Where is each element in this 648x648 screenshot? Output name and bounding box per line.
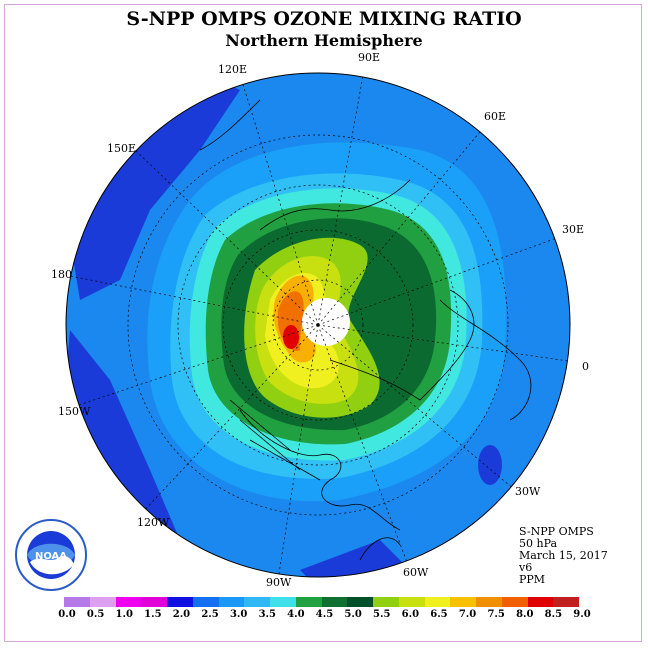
colorbar-swatch: [476, 597, 502, 607]
map-subtitle: Northern Hemisphere: [225, 31, 423, 50]
colorbar-ticks: 0.0 0.5 1.0 1.5 2.0 2.5 3.0 3.5 4.0 4.5 5.0 5.5 6.0 6…: [0, 609, 648, 623]
colorbar-swatch: [244, 597, 270, 607]
noaa-logo: NOAA: [15, 519, 87, 591]
lon-label-90e: 90E: [358, 51, 380, 64]
colorbar-swatch: [347, 597, 373, 607]
colorbar-swatch: [398, 597, 425, 607]
lon-label-180: 180: [51, 268, 72, 281]
ozone-band-2-0: [478, 445, 502, 485]
colorbar-swatch: [270, 597, 296, 607]
colorbar-tick-label: 7.0: [458, 609, 477, 620]
colorbar-tick-label: 4.5: [315, 609, 334, 620]
info-satellite: S-NPP OMPS: [519, 525, 594, 538]
info-version: v6: [519, 561, 533, 574]
colorbar-tick-label: 3.5: [258, 609, 276, 620]
lon-label-60e: 60E: [484, 110, 506, 123]
colorbar-swatch: [373, 597, 399, 607]
colorbar-tick-label: 0.5: [86, 609, 105, 620]
colorbar-tick-label: 2.5: [201, 609, 219, 620]
colorbar-tick-label: 5.5: [373, 609, 391, 620]
colorbar-tick-label: 0.0: [58, 609, 76, 620]
info-pressure: 50 hPa: [519, 537, 558, 550]
lon-label-120w: 120W: [137, 516, 170, 529]
lon-label-120e: 120E: [218, 63, 247, 76]
latitude-circles: [127, 134, 509, 516]
colorbar-swatch: [115, 597, 142, 607]
colorbar-swatch: [167, 597, 193, 607]
ozone-band-8-0: [283, 325, 299, 349]
colorbar-swatch: [501, 597, 528, 607]
colorbar-swatch: [450, 597, 476, 607]
colorbar-tick-label: 1.5: [144, 609, 162, 620]
colorbar-swatch: [553, 597, 579, 607]
ozone-band-2-0: [300, 540, 420, 577]
coastlines: [199, 99, 532, 561]
colorbar-swatch: [424, 597, 451, 607]
lon-label-30e: 30E: [562, 223, 584, 236]
colorbar-tick-label: 3.0: [229, 609, 248, 620]
colorbar-swatch: [64, 597, 90, 607]
figure-frame: [4, 4, 642, 642]
colorbar-tick-label: 2.0: [172, 609, 191, 620]
colorbar-tick-label: 6.0: [401, 609, 420, 620]
map-border: [65, 72, 571, 578]
lon-label-90w: 90W: [266, 576, 292, 589]
lon-label-60w: 60W: [403, 566, 429, 579]
lon-label-150e: 150E: [107, 142, 136, 155]
colorbar-swatch: [295, 597, 322, 607]
lon-label-30w: 30W: [515, 485, 541, 498]
lon-label-0: 0: [582, 360, 589, 373]
colorbar-tick-label: 6.5: [430, 609, 448, 620]
colorbar-swatch: [192, 597, 219, 607]
colorbar-swatch: [218, 597, 245, 607]
colorbar-tick-label: 4.0: [287, 609, 305, 620]
lon-label-150w: 150W: [58, 405, 91, 418]
colorbar-swatch: [321, 597, 348, 607]
colorbar-tick-label: 8.5: [544, 609, 563, 620]
info-block: S-NPP OMPS 50 hPa March 15, 2017 v6 PPM: [519, 526, 608, 586]
polar-gap: [302, 298, 350, 346]
map-title: S-NPP OMPS OZONE MIXING RATIO: [126, 8, 522, 30]
logo-text: NOAA: [35, 551, 67, 562]
colorbar-tick-label: 9.0: [573, 609, 591, 620]
colorbar-swatch: [527, 597, 554, 607]
info-units: PPM: [519, 573, 546, 586]
colorbar-tick-label: 8.0: [516, 609, 534, 620]
colorbar: [64, 597, 579, 607]
colorbar-tick-label: 1.0: [115, 609, 133, 620]
colorbar-tick-label: 5.0: [344, 609, 362, 620]
colorbar-swatch: [141, 597, 167, 607]
info-date: March 15, 2017: [519, 549, 608, 562]
colorbar-swatch: [89, 597, 116, 607]
colorbar-tick-label: 7.5: [487, 609, 505, 620]
meridians: [66, 73, 570, 577]
ozone-band-2-0: [66, 73, 240, 300]
